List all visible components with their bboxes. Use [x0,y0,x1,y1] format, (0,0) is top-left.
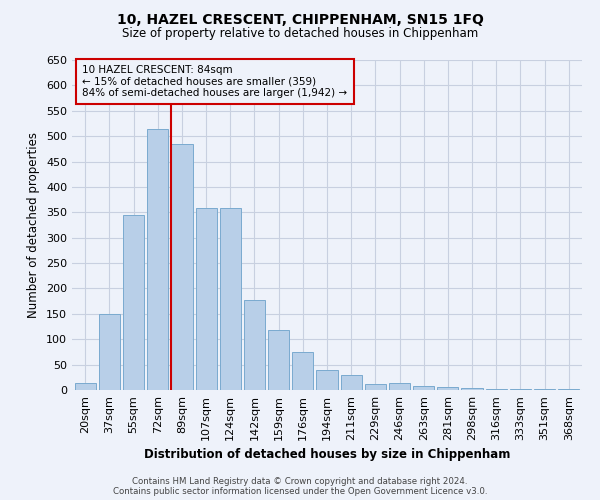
Bar [123,215,144,390]
Bar [437,388,458,390]
Bar [292,352,313,390]
Bar [99,314,120,390]
Bar [341,375,362,390]
Bar [485,389,507,390]
Bar [172,144,193,390]
Bar [268,330,289,390]
Bar [365,384,386,390]
Bar [413,386,434,390]
Bar [244,300,265,390]
Y-axis label: Number of detached properties: Number of detached properties [28,132,40,318]
Text: 10 HAZEL CRESCENT: 84sqm
← 15% of detached houses are smaller (359)
84% of semi-: 10 HAZEL CRESCENT: 84sqm ← 15% of detach… [82,65,347,98]
Bar [461,388,482,390]
Bar [389,384,410,390]
Bar [147,128,169,390]
Text: Size of property relative to detached houses in Chippenham: Size of property relative to detached ho… [122,28,478,40]
Bar [220,208,241,390]
Text: 10, HAZEL CRESCENT, CHIPPENHAM, SN15 1FQ: 10, HAZEL CRESCENT, CHIPPENHAM, SN15 1FQ [116,12,484,26]
Bar [316,370,338,390]
Bar [74,384,96,390]
X-axis label: Distribution of detached houses by size in Chippenham: Distribution of detached houses by size … [144,448,510,462]
Text: Contains HM Land Registry data © Crown copyright and database right 2024.
Contai: Contains HM Land Registry data © Crown c… [113,476,487,496]
Bar [196,208,217,390]
